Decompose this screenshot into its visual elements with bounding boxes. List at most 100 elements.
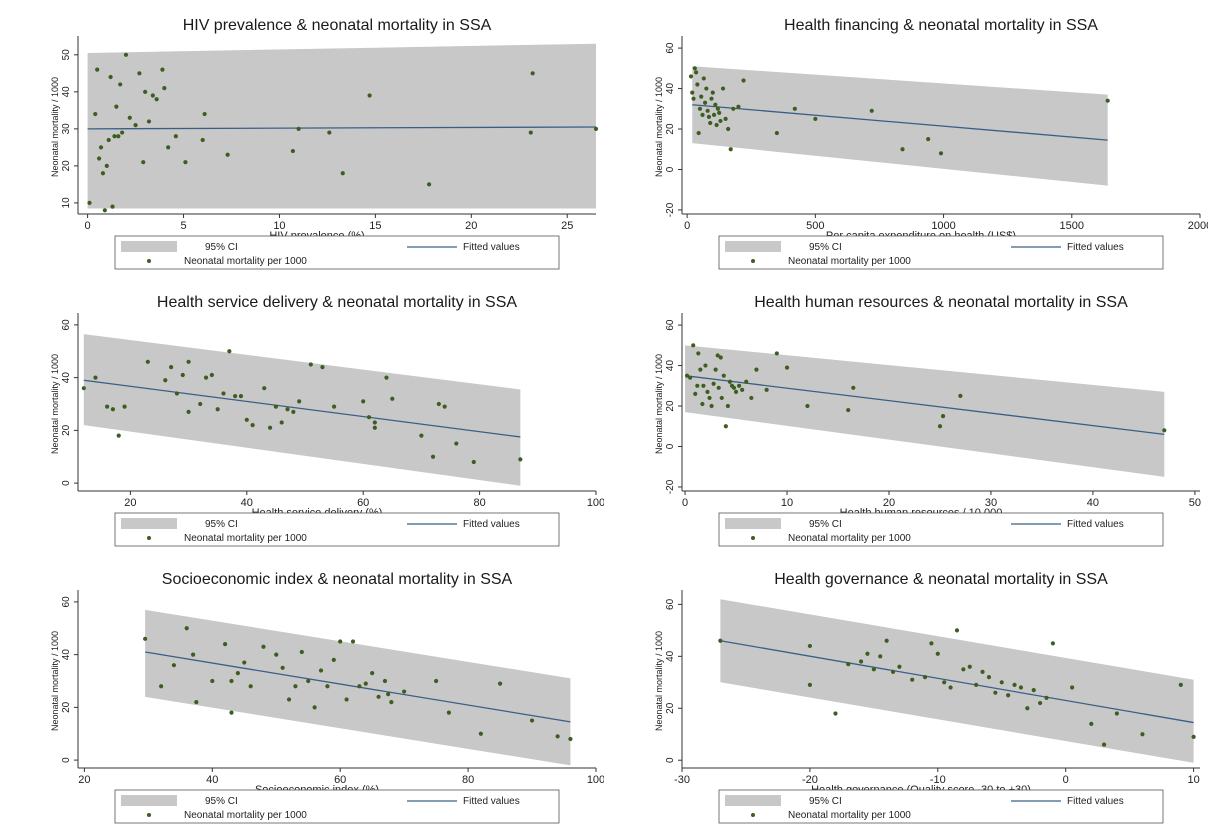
legend-ci-label: 95% CI (809, 242, 842, 253)
data-point (716, 385, 721, 390)
legend-fit-label: Fitted values (1067, 796, 1124, 807)
data-point (1031, 687, 1036, 693)
data-point (1162, 428, 1167, 433)
x-tick-label: 40 (1087, 497, 1099, 509)
data-point (209, 372, 214, 378)
x-tick-label: 10 (1187, 774, 1199, 786)
data-point (696, 351, 701, 356)
data-point (105, 404, 110, 409)
data-point (227, 349, 232, 354)
data-point (320, 364, 325, 370)
data-point (713, 102, 718, 107)
legend-point-swatch (147, 813, 151, 817)
data-point (97, 156, 102, 161)
fit-line (692, 104, 1108, 141)
data-point (684, 373, 690, 378)
y-tick-label: 40 (665, 83, 676, 95)
data-point (704, 86, 709, 91)
data-point (986, 675, 992, 680)
x-tick-label: 40 (206, 774, 218, 786)
data-point (262, 386, 267, 391)
data-point (707, 395, 712, 401)
fit-line (83, 379, 521, 438)
legend: 95% CI Fitted values Neonatal mortality pe… (114, 235, 560, 270)
data-point (318, 668, 324, 673)
data-point (593, 126, 599, 131)
data-point (774, 130, 779, 136)
fit-line (684, 375, 1165, 435)
y-axis-label: Neonatal mortality / 1000 (50, 631, 60, 731)
data-point (143, 89, 148, 94)
data-point (709, 96, 714, 101)
y-tick-label: -20 (665, 202, 676, 217)
x-tick-label: -30 (674, 774, 690, 786)
data-point (1089, 721, 1094, 726)
data-point (807, 643, 813, 649)
data-point (954, 628, 960, 633)
data-point (1012, 682, 1017, 687)
legend-box (718, 789, 1164, 824)
data-point (221, 391, 226, 396)
y-tick-label: 30 (61, 123, 72, 135)
y-axis-label: Neonatal mortality / 1000 (654, 354, 664, 454)
y-tick-label: 40 (61, 372, 72, 384)
data-point (174, 391, 180, 396)
data-point (884, 638, 889, 643)
y-tick-label: 0 (665, 166, 676, 172)
data-point (1025, 706, 1030, 711)
data-point (114, 104, 119, 109)
y-tick-label: 20 (61, 424, 72, 436)
legend-ci-label: 95% CI (205, 796, 238, 807)
data-point (792, 106, 797, 111)
data-point (926, 137, 931, 142)
data-point (701, 383, 706, 388)
data-point (279, 420, 284, 425)
data-point (102, 208, 107, 213)
data-point (367, 93, 372, 98)
data-point (754, 367, 759, 372)
y-ticks: -20 0 20 40 60 (665, 42, 682, 217)
y-tick-label: 50 (61, 49, 72, 61)
data-point (807, 682, 813, 687)
data-point (331, 404, 337, 409)
data-point (106, 137, 111, 143)
data-point (357, 684, 362, 689)
data-point (350, 639, 356, 644)
data-point (718, 118, 723, 124)
data-point (384, 375, 389, 380)
x-tick-label: -10 (930, 774, 946, 786)
data-point (690, 90, 695, 95)
data-point (869, 108, 874, 113)
data-point (419, 433, 424, 438)
legend-ci-swatch (725, 518, 781, 529)
data-point (250, 422, 255, 428)
data-point (112, 134, 117, 139)
data-point (95, 67, 100, 72)
data-point (726, 126, 731, 132)
data-point (382, 678, 388, 684)
legend-fit-label: Fitted values (463, 796, 520, 807)
data-point (361, 399, 366, 404)
data-point (471, 459, 476, 465)
data-point (162, 86, 167, 91)
data-point (366, 415, 372, 420)
data-point (967, 664, 972, 669)
chart-panel-2: Health financing & neonatal mortality in… (604, 0, 1208, 277)
data-point (1178, 682, 1183, 687)
chart-svg: Health governance & neonatal mortality i… (654, 571, 1200, 824)
x-tick-label: 30 (985, 497, 997, 509)
data-point (713, 367, 718, 372)
data-point (244, 417, 249, 422)
data-point (442, 404, 447, 409)
x-tick-label: 60 (334, 774, 346, 786)
x-ticks: 0 5 10 15 20 25 (85, 214, 573, 232)
data-point (169, 364, 174, 370)
x-tick-label: 0 (85, 220, 91, 232)
data-point (120, 130, 125, 135)
data-point (261, 644, 266, 649)
y-tick-label: 0 (665, 443, 676, 449)
data-point (700, 401, 705, 407)
legend-point-swatch (751, 813, 755, 817)
data-point (717, 110, 722, 115)
data-point (327, 130, 332, 135)
